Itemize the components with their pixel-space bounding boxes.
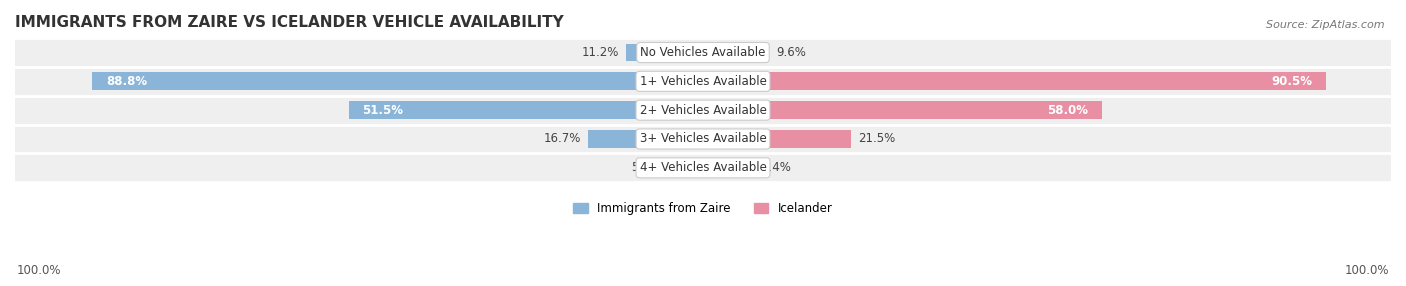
Legend: Immigrants from Zaire, Icelander: Immigrants from Zaire, Icelander xyxy=(568,197,838,220)
Text: 4+ Vehicles Available: 4+ Vehicles Available xyxy=(640,161,766,174)
Bar xyxy=(588,130,703,148)
Text: 51.5%: 51.5% xyxy=(363,104,404,117)
Bar xyxy=(15,38,1391,67)
Text: 100.0%: 100.0% xyxy=(17,265,62,277)
Text: 21.5%: 21.5% xyxy=(858,132,896,146)
Text: 7.4%: 7.4% xyxy=(761,161,790,174)
Text: 100.0%: 100.0% xyxy=(1344,265,1389,277)
Text: 88.8%: 88.8% xyxy=(105,75,148,88)
Bar xyxy=(703,159,754,177)
Text: 5.1%: 5.1% xyxy=(631,161,661,174)
Text: 3+ Vehicles Available: 3+ Vehicles Available xyxy=(640,132,766,146)
Text: 90.5%: 90.5% xyxy=(1271,75,1312,88)
Text: 16.7%: 16.7% xyxy=(544,132,581,146)
Bar xyxy=(668,159,703,177)
Bar xyxy=(626,43,703,61)
Text: 58.0%: 58.0% xyxy=(1047,104,1088,117)
Text: 2+ Vehicles Available: 2+ Vehicles Available xyxy=(640,104,766,117)
Text: 9.6%: 9.6% xyxy=(776,46,806,59)
Bar xyxy=(349,101,703,119)
Bar xyxy=(15,96,1391,125)
Bar xyxy=(703,130,851,148)
Text: No Vehicles Available: No Vehicles Available xyxy=(640,46,766,59)
Text: Source: ZipAtlas.com: Source: ZipAtlas.com xyxy=(1267,20,1385,30)
Text: 1+ Vehicles Available: 1+ Vehicles Available xyxy=(640,75,766,88)
Bar xyxy=(15,125,1391,153)
Text: IMMIGRANTS FROM ZAIRE VS ICELANDER VEHICLE AVAILABILITY: IMMIGRANTS FROM ZAIRE VS ICELANDER VEHIC… xyxy=(15,15,564,30)
Bar xyxy=(703,43,769,61)
Bar xyxy=(703,101,1102,119)
Bar xyxy=(703,72,1326,90)
Bar xyxy=(15,67,1391,96)
Bar xyxy=(15,153,1391,182)
Text: 11.2%: 11.2% xyxy=(582,46,619,59)
Bar xyxy=(91,72,703,90)
